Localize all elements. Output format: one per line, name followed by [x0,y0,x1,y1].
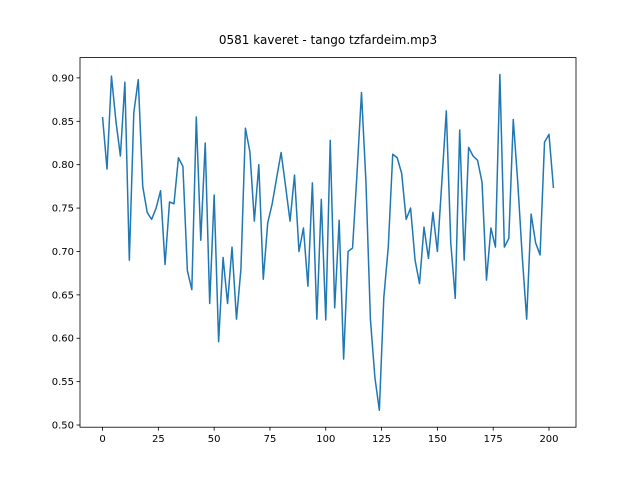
y-tick-label: 0.55 [52,377,74,388]
x-tick-label: 175 [484,434,503,445]
data-line [101,73,555,412]
y-tick-label: 0.80 [52,160,74,171]
y-tick-label: 0.50 [52,421,74,432]
y-tick-label: 0.90 [52,73,74,84]
y-tick-label: 0.85 [52,117,74,128]
x-tick-label: 100 [316,434,335,445]
x-tick-label: 200 [539,434,558,445]
y-tick-label: 0.70 [52,247,74,258]
plot-frame [79,57,577,428]
x-tick-label: 150 [428,434,447,445]
y-tick-label: 0.75 [52,204,74,215]
y-tick-label: 0.60 [52,334,74,345]
chart-title: 0581 kaveret - tango tzfardeim.mp3 [219,33,437,47]
y-tick-label: 0.65 [52,290,74,301]
x-tick-label: 25 [152,434,165,445]
x-tick-label: 125 [372,434,391,445]
x-tick-label: 75 [264,434,277,445]
x-tick-label: 0 [99,434,105,445]
x-tick-label: 50 [208,434,221,445]
